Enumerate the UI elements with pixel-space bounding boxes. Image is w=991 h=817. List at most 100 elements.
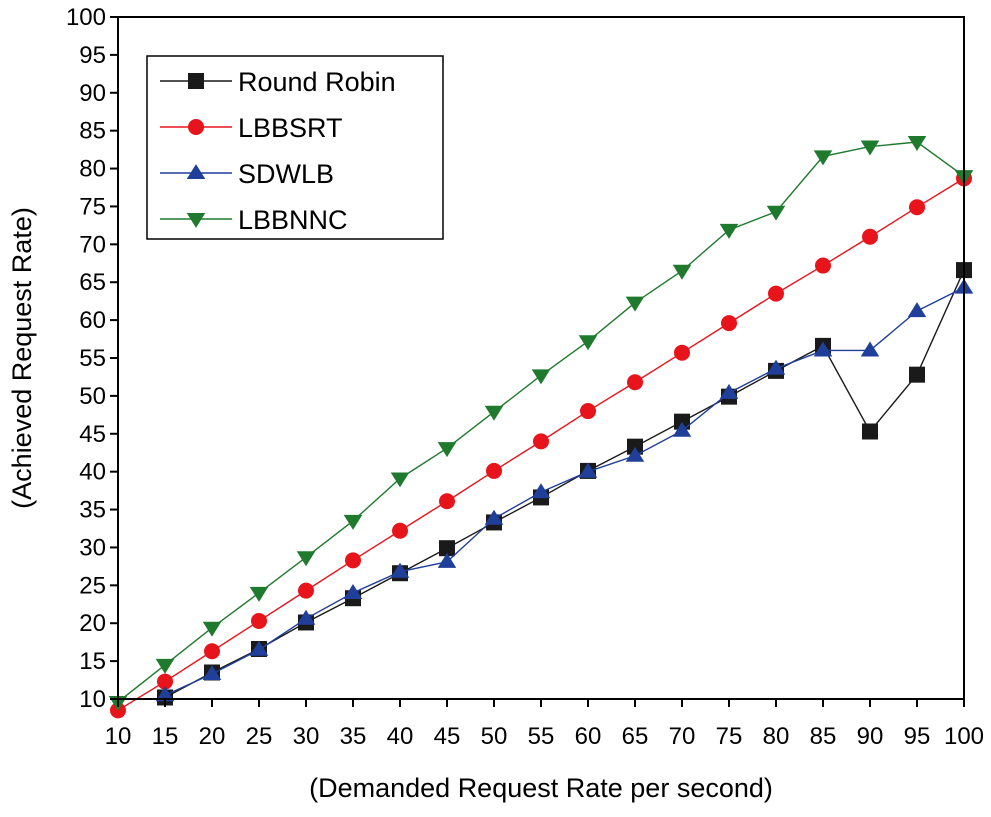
data-point [343,514,363,530]
data-point [249,640,269,656]
legend-label: LBBNNC [238,205,348,235]
x-tick-label: 20 [199,723,226,750]
data-point [721,315,737,332]
data-point [625,296,645,312]
data-point [390,562,410,578]
x-tick-label: 60 [575,723,602,750]
y-tick-label: 85 [79,118,106,145]
data-point [486,462,502,479]
data-point [298,582,314,599]
data-point [627,374,643,391]
data-point [251,612,267,629]
x-tick-label: 10 [105,723,132,750]
x-axis-title: (Demanded Request Rate per second) [309,773,773,803]
data-point [719,383,739,399]
data-point [439,540,455,557]
x-tick-label: 90 [857,723,884,750]
data-point [204,643,220,660]
data-point [343,583,363,599]
axes-layer: 10 15 20 25 30 35 40 45 50 55 60 65 70 75 80 85 90 95 100 1… [66,4,984,750]
data-point [625,446,645,462]
data-point [719,223,739,239]
y-tick-label: 10 [79,686,106,713]
x-tick-label: 40 [387,723,414,750]
legend-label: Round Robin [238,67,396,97]
data-point [578,335,598,351]
data-point [155,686,175,702]
x-tick-label: 95 [904,723,931,750]
data-point [296,551,316,567]
y-tick-label: 35 [79,497,106,524]
y-tick-label: 95 [79,42,106,69]
data-point [531,369,551,385]
y-tick-label: 75 [79,193,106,220]
data-point [578,462,598,478]
data-point [390,472,410,488]
legend: Round Robin LBBSRT SDWLB LBBNNC [146,55,444,240]
data-point [815,257,831,274]
x-tick-label: 35 [340,723,367,750]
data-point [907,135,927,151]
legend-marker [186,164,206,180]
data-point [437,442,457,458]
data-point [484,509,504,525]
legend-label: SDWLB [238,159,334,189]
data-point [766,359,786,375]
x-tick-label: 15 [152,723,179,750]
data-point [627,438,643,455]
data-point [766,205,786,221]
data-point [202,621,222,637]
x-tick-label: 70 [669,723,696,750]
x-tick-label: 25 [246,723,273,750]
data-point [768,285,784,302]
data-point [907,302,927,318]
data-point [860,140,880,156]
data-point [862,228,878,245]
y-tick-label: 50 [79,383,106,410]
data-point [392,522,408,539]
data-point [813,341,833,357]
data-point [674,413,690,430]
data-point [296,609,316,625]
data-point [672,421,692,437]
data-point [439,493,455,510]
y-tick-label: 60 [79,307,106,334]
y-tick-label: 80 [79,156,106,183]
data-point [155,658,175,674]
legend-marker [188,73,204,89]
data-point [672,264,692,280]
legend-label: LBBSRT [238,113,343,143]
x-tick-label: 85 [810,723,837,750]
y-tick-label: 55 [79,345,106,372]
data-point [909,199,925,216]
y-tick-label: 45 [79,421,106,448]
data-point [862,423,878,440]
data-point [533,433,549,450]
legend-marker [186,212,206,228]
data-point [909,366,925,383]
y-tick-label: 20 [79,610,106,637]
x-tick-label: 65 [622,723,649,750]
x-tick-label: 100 [944,723,984,750]
x-tick-label: 55 [528,723,555,750]
data-point [531,483,551,499]
y-tick-label: 40 [79,459,106,486]
y-tick-label: 30 [79,534,106,561]
y-tick-label: 70 [79,231,106,258]
data-point [860,341,880,357]
legend-marker [188,119,204,135]
x-tick-label: 50 [481,723,508,750]
x-tick-label: 30 [293,723,320,750]
y-tick-label: 25 [79,572,106,599]
x-tick-label: 80 [763,723,790,750]
data-point [484,405,504,421]
data-point [345,552,361,569]
data-point [674,344,690,361]
x-tick-label: 75 [716,723,743,750]
y-tick-label: 90 [79,80,106,107]
y-axis-title: (Achieved Request Rate) [7,207,37,509]
y-tick-label: 15 [79,648,106,675]
data-point [813,150,833,166]
